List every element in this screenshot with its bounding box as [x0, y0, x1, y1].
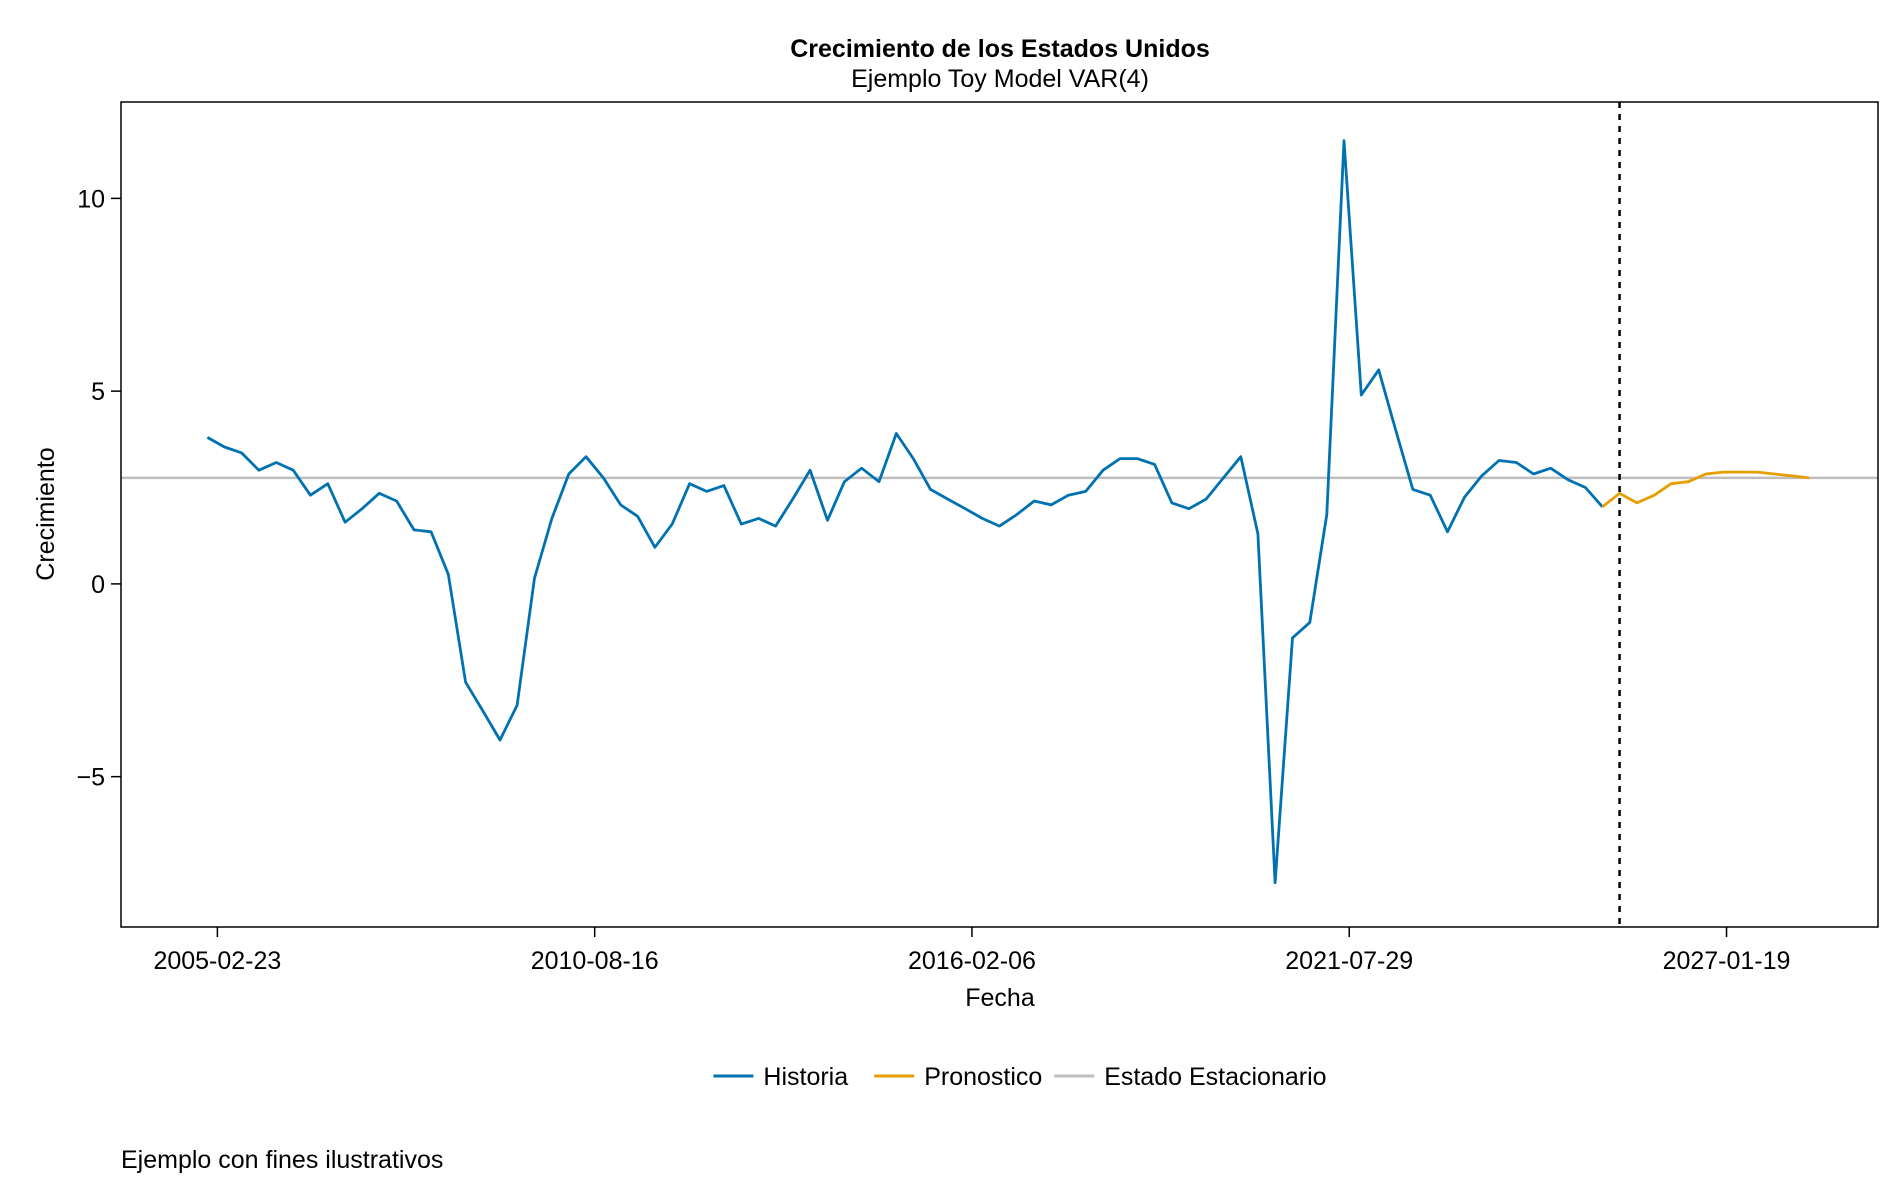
plot-frame	[120, 101, 1879, 928]
x-axis: 2005-02-23 2010-08-16 2016-02-06 2021-07-29…	[153, 927, 1790, 975]
y-tick-label: 5	[91, 378, 105, 406]
x-tick-label: 2021-07-29	[1285, 947, 1413, 975]
x-axis-label: Fecha	[965, 984, 1035, 1012]
x-tick-label: 2010-08-16	[531, 947, 659, 975]
x-tick-label: 2027-01-19	[1663, 947, 1791, 975]
y-axis: 10 5 0 −5	[76, 185, 121, 792]
chart-subtitle: Ejemplo Toy Model VAR(4)	[851, 65, 1149, 93]
chart-title: Crecimiento de los Estados Unidos	[790, 35, 1210, 63]
y-axis-label: Crecimiento	[32, 447, 60, 580]
caption: Ejemplo con fines ilustrativos	[121, 1146, 443, 1174]
legend-label-historia: Historia	[763, 1063, 848, 1091]
x-tick-label: 2016-02-06	[908, 947, 1036, 975]
plot-area	[121, 102, 1878, 927]
x-tick-label: 2005-02-23	[153, 947, 281, 975]
legend-label-pronostico: Pronostico	[924, 1063, 1042, 1091]
legend: Historia Pronostico Estado Estacionario	[713, 1063, 1327, 1091]
y-tick-label: −5	[76, 764, 105, 792]
series-line-historia	[206, 139, 1604, 885]
series-line-pronostico	[1601, 470, 1810, 508]
legend-label-estado-estacionario: Estado Estacionario	[1104, 1063, 1326, 1091]
y-tick-label: 0	[91, 571, 105, 599]
y-tick-label: 10	[77, 185, 105, 213]
